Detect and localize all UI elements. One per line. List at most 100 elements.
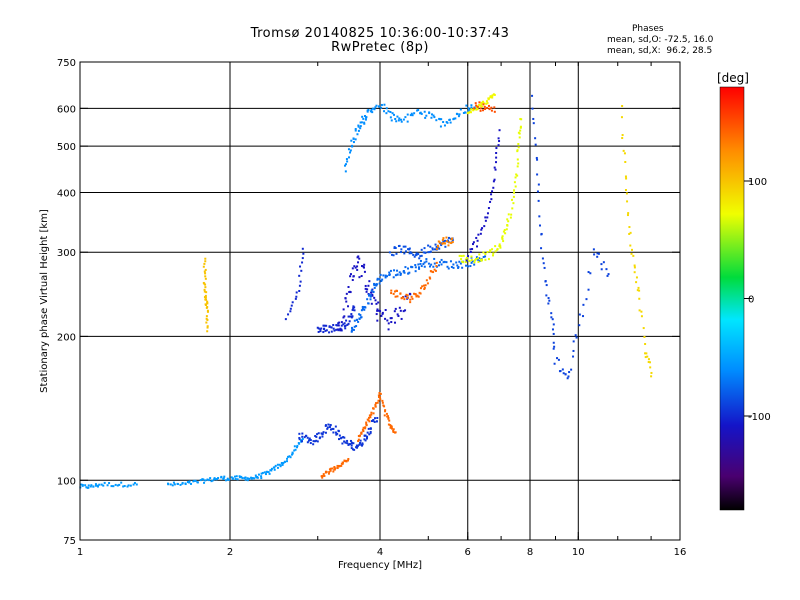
data-point <box>495 152 498 155</box>
data-point <box>360 432 363 435</box>
data-point <box>349 443 352 446</box>
data-point <box>287 455 290 458</box>
data-point <box>582 303 585 306</box>
data-point <box>365 116 368 119</box>
data-point <box>455 112 458 115</box>
data-point <box>501 236 504 239</box>
data-point <box>552 347 555 350</box>
data-point <box>562 372 565 375</box>
data-point <box>458 113 461 116</box>
data-point <box>379 396 382 399</box>
data-point <box>366 298 369 301</box>
data-point <box>381 311 384 314</box>
data-point <box>545 294 548 297</box>
x-tick-label: 8 <box>527 547 533 558</box>
data-point <box>480 258 483 261</box>
data-point <box>489 200 492 203</box>
data-point <box>446 265 449 268</box>
data-point <box>626 214 629 217</box>
data-point <box>365 290 368 293</box>
data-point <box>434 269 437 272</box>
data-point <box>511 198 514 201</box>
data-point <box>328 426 331 429</box>
data-point <box>536 158 539 161</box>
data-point <box>102 484 105 487</box>
data-point <box>213 478 216 481</box>
data-point <box>349 273 352 276</box>
data-point <box>202 265 205 268</box>
x-tick-label: 4 <box>377 547 383 558</box>
data-point <box>298 284 301 287</box>
data-point <box>333 329 336 332</box>
data-point <box>110 485 113 488</box>
data-point <box>422 251 425 254</box>
data-point <box>383 405 386 408</box>
data-point <box>338 465 341 468</box>
data-point <box>210 480 213 483</box>
data-point <box>415 252 418 255</box>
data-point <box>369 427 372 430</box>
data-point <box>389 116 392 119</box>
data-point <box>298 432 301 435</box>
data-point <box>400 251 403 254</box>
data-point <box>403 298 406 301</box>
data-point <box>433 257 436 260</box>
data-point <box>407 272 410 275</box>
data-point <box>479 232 482 235</box>
data-point <box>309 439 312 442</box>
data-point <box>414 270 417 273</box>
data-point <box>486 212 489 215</box>
data-point <box>273 466 276 469</box>
data-point <box>437 245 440 248</box>
data-point <box>425 279 428 282</box>
data-point <box>399 292 402 295</box>
data-point <box>497 144 500 147</box>
data-point <box>353 309 356 312</box>
data-point <box>630 248 633 251</box>
data-point <box>415 295 418 298</box>
data-point <box>390 425 393 428</box>
data-point <box>633 264 636 267</box>
data-point <box>419 111 422 114</box>
data-point <box>553 362 556 365</box>
data-point <box>489 96 492 99</box>
data-point <box>435 119 438 122</box>
data-point <box>575 336 578 339</box>
data-point <box>224 479 227 482</box>
data-point <box>482 100 485 103</box>
data-point <box>344 460 347 463</box>
data-point <box>295 295 298 298</box>
data-point <box>428 276 431 279</box>
data-point <box>282 462 285 465</box>
data-point <box>226 478 229 481</box>
data-point <box>384 410 387 413</box>
data-point <box>432 271 435 274</box>
data-point <box>501 237 504 240</box>
data-point <box>570 368 573 371</box>
data-point <box>368 416 371 419</box>
data-point <box>417 266 420 269</box>
data-point <box>390 119 393 122</box>
data-point <box>335 328 338 331</box>
data-point <box>439 118 442 121</box>
data-point <box>629 244 632 247</box>
data-point <box>446 121 449 124</box>
data-point <box>395 252 398 255</box>
data-point <box>482 109 485 112</box>
data-point <box>417 263 420 266</box>
data-point <box>241 477 244 480</box>
data-point <box>394 431 397 434</box>
data-point <box>301 257 304 260</box>
data-point <box>246 477 249 480</box>
data-point <box>375 402 378 405</box>
data-point <box>346 323 349 326</box>
data-point <box>582 315 585 318</box>
data-point <box>273 468 276 471</box>
data-point <box>482 256 485 259</box>
data-point <box>538 215 541 218</box>
data-point <box>506 224 509 227</box>
data-point <box>578 313 581 316</box>
data-point <box>430 270 433 273</box>
data-point <box>300 440 303 443</box>
data-point <box>344 163 347 166</box>
